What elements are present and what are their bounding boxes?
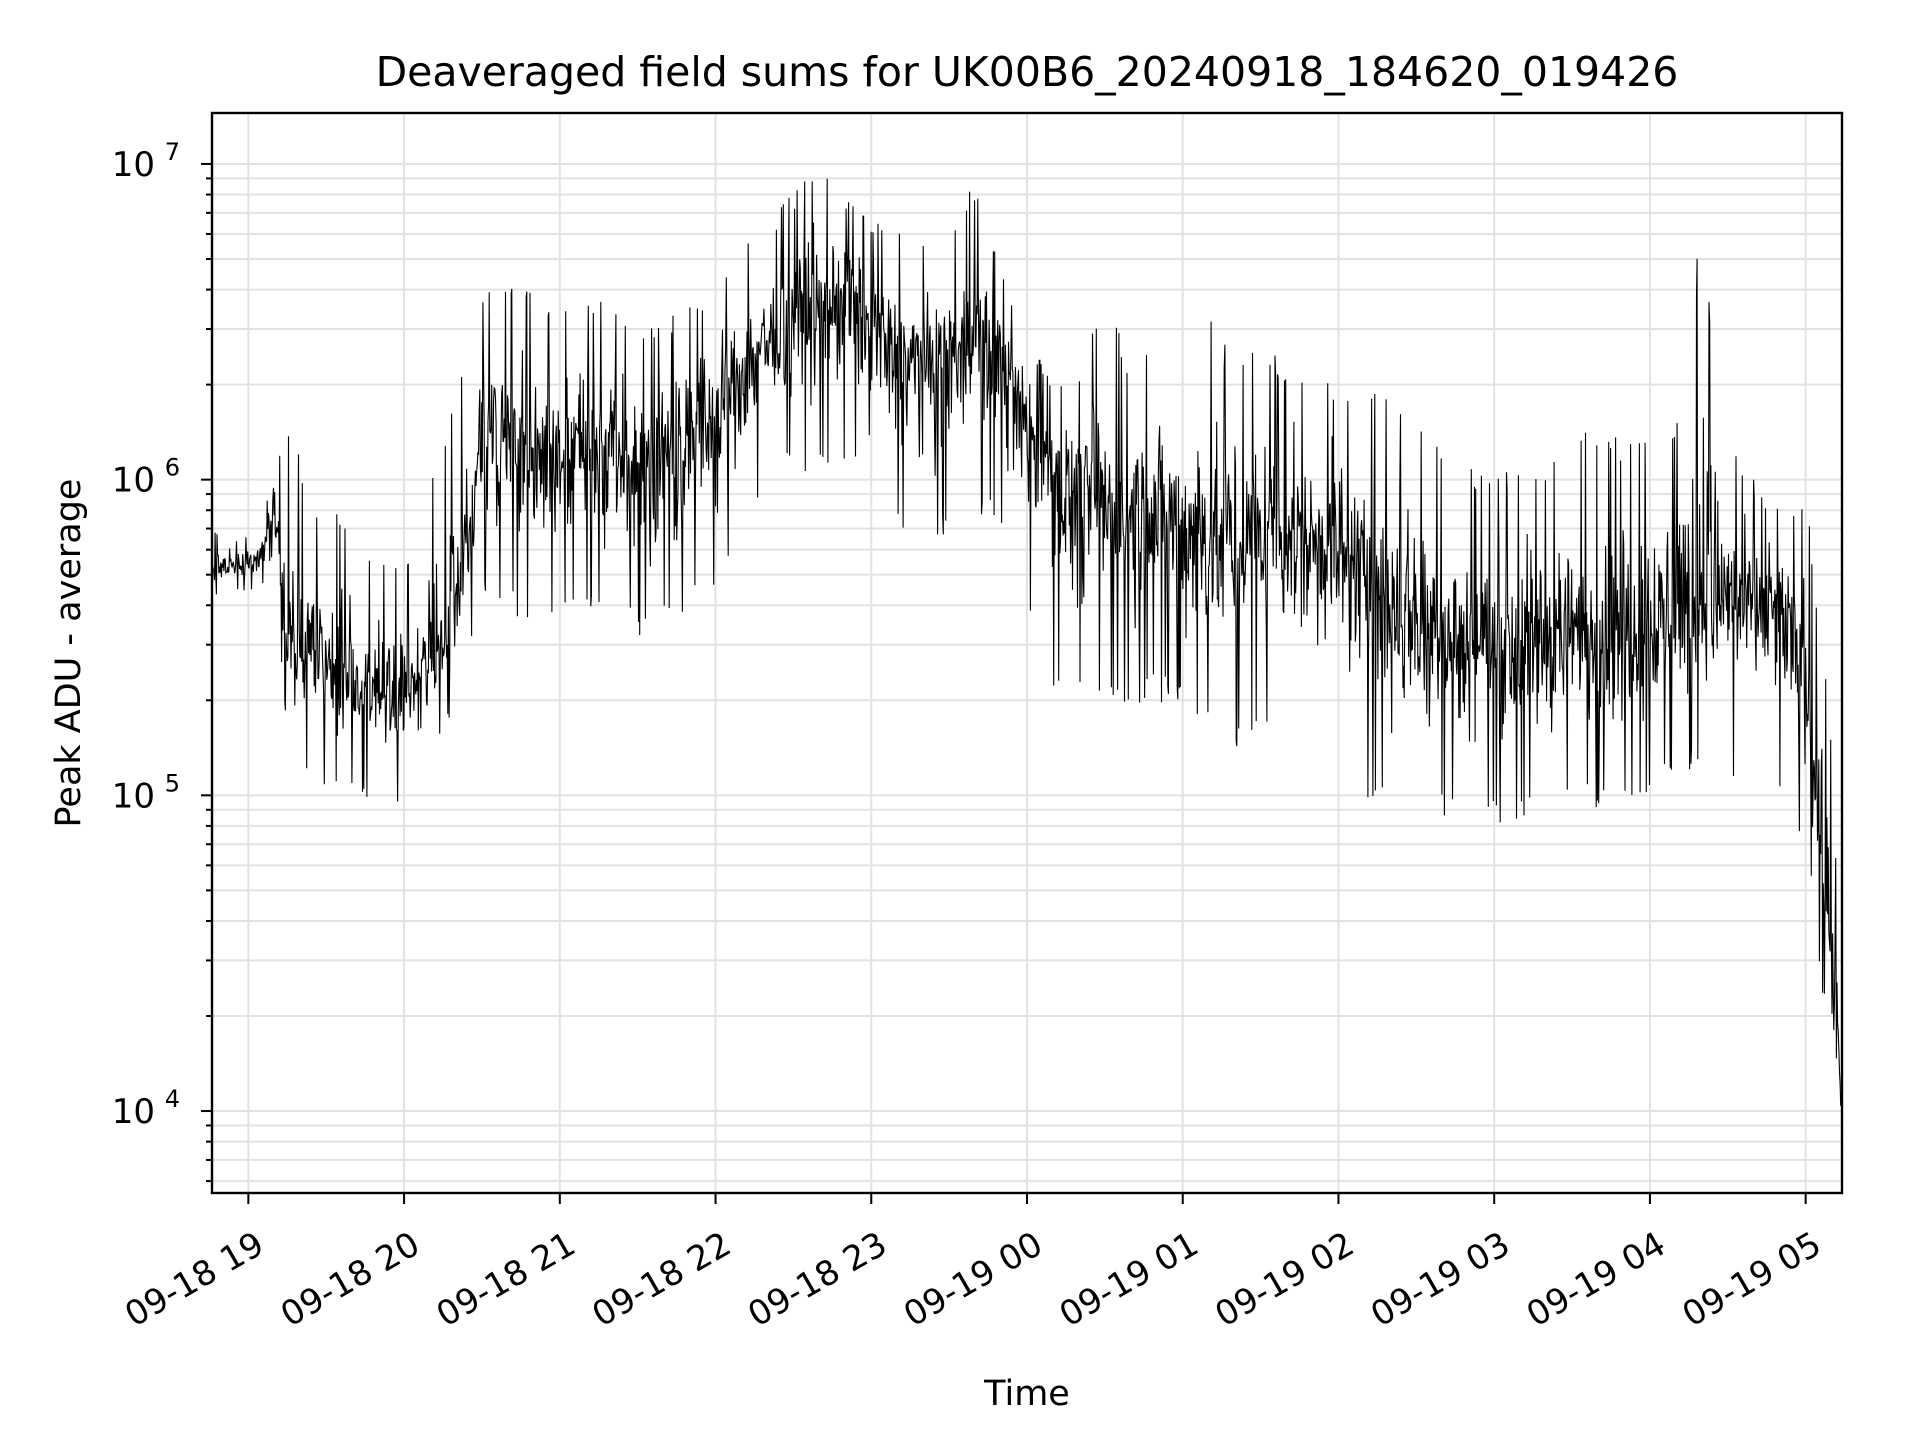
y-tick-base: 10 xyxy=(112,145,155,185)
series-layer xyxy=(211,178,1843,1106)
y-tick-label: 10 xyxy=(112,1092,155,1132)
y-tick-exponent: 7 xyxy=(165,138,180,166)
y-tick-exponent: 4 xyxy=(165,1085,180,1113)
y-tick-exponent-label: 7 xyxy=(165,138,180,166)
plot-frame xyxy=(210,111,1844,1195)
y-tick-base: 10 xyxy=(112,776,155,816)
y-tick-label: 10 xyxy=(112,145,155,185)
y-tick-exponent-label: 5 xyxy=(165,769,180,797)
y-tick-exponent: 6 xyxy=(165,454,180,482)
chart-title: Deaveraged field sums for UK00B6_2024091… xyxy=(376,48,1679,96)
y-tick-base: 10 xyxy=(112,1092,155,1132)
y-tick-exponent-label: 4 xyxy=(165,1085,180,1113)
x-axis-label: Time xyxy=(983,1374,1070,1414)
y-tick-base: 10 xyxy=(112,461,155,501)
y-tick-label: 10 xyxy=(112,776,155,816)
grid-layer xyxy=(212,113,1842,1193)
y-tick-exponent: 5 xyxy=(165,769,180,797)
series-line xyxy=(211,178,1843,1106)
y-tick-exponent-label: 6 xyxy=(165,454,180,482)
y-tick-label: 10 xyxy=(112,461,155,501)
y-axis-label: Peak ADU - average xyxy=(49,479,89,828)
